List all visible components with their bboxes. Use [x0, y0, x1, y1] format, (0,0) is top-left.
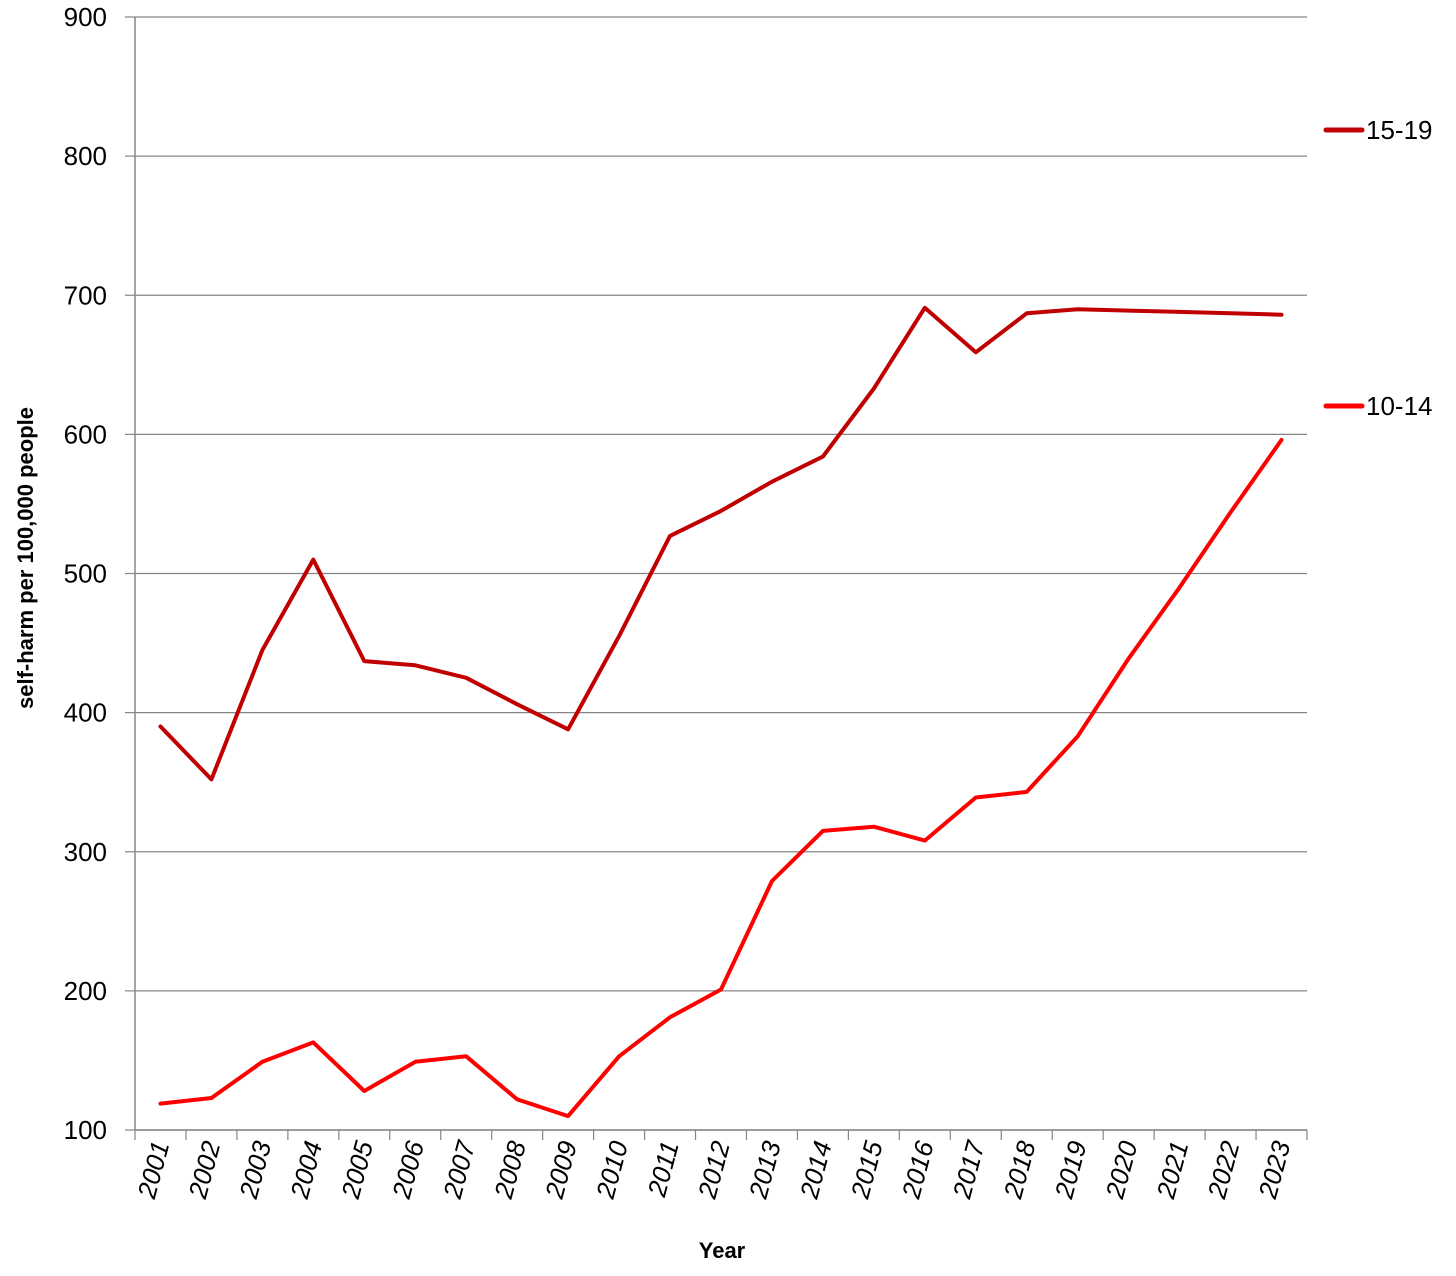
series-line-15-19 — [158, 305, 1284, 782]
x-tick-label: 2006 — [386, 1137, 430, 1202]
x-tick-label: 2011 — [641, 1138, 685, 1201]
x-tick-label: 2018 — [997, 1137, 1041, 1202]
y-tick-label: 900 — [64, 2, 107, 32]
x-tick-label: 2019 — [1048, 1138, 1092, 1203]
y-tick-label: 500 — [64, 559, 107, 589]
x-tick-label: 2012 — [692, 1137, 736, 1202]
x-tick-label: 2008 — [488, 1137, 532, 1202]
x-tick-label: 2005 — [335, 1137, 379, 1202]
x-tick-label: 2003 — [233, 1137, 277, 1202]
x-tick-label: 2016 — [895, 1137, 939, 1202]
x-tick-label: 2020 — [1099, 1137, 1143, 1202]
legend-label: 15-19 — [1366, 115, 1433, 145]
x-axis-title: Year — [699, 1238, 746, 1263]
legend-label: 10-14 — [1366, 391, 1433, 421]
y-tick-label: 300 — [64, 837, 107, 867]
series-line-10-14 — [158, 437, 1284, 1119]
x-tick-label: 2002 — [182, 1137, 226, 1202]
x-tick-label: 2022 — [1201, 1137, 1245, 1202]
x-tick-label: 2010 — [590, 1137, 634, 1202]
x-tick-label: 2001 — [131, 1138, 175, 1203]
x-tick-label: 2009 — [539, 1138, 583, 1203]
y-tick-label: 400 — [64, 698, 107, 728]
x-tick-label: 2023 — [1252, 1137, 1296, 1202]
y-tick-label: 100 — [64, 1115, 107, 1145]
y-tick-label: 200 — [64, 976, 107, 1006]
y-axis-title: self-harm per 100,000 people — [13, 407, 38, 709]
y-tick-label: 600 — [64, 419, 107, 449]
y-tick-label: 700 — [64, 280, 107, 310]
series-lines — [158, 305, 1284, 1119]
y-tick-label: 800 — [64, 141, 107, 171]
x-tick-label: 2017 — [946, 1136, 991, 1202]
legend: 15-19 10-14 — [1323, 115, 1433, 421]
x-tick-label: 2014 — [794, 1138, 838, 1203]
x-tick-label: 2004 — [284, 1138, 328, 1203]
x-tick-label: 2013 — [743, 1137, 787, 1202]
x-tick-label: 2021 — [1150, 1138, 1194, 1203]
x-tick-label: 2015 — [844, 1137, 888, 1202]
gridlines — [135, 16, 1307, 1131]
x-tick-label: 2007 — [437, 1136, 482, 1202]
